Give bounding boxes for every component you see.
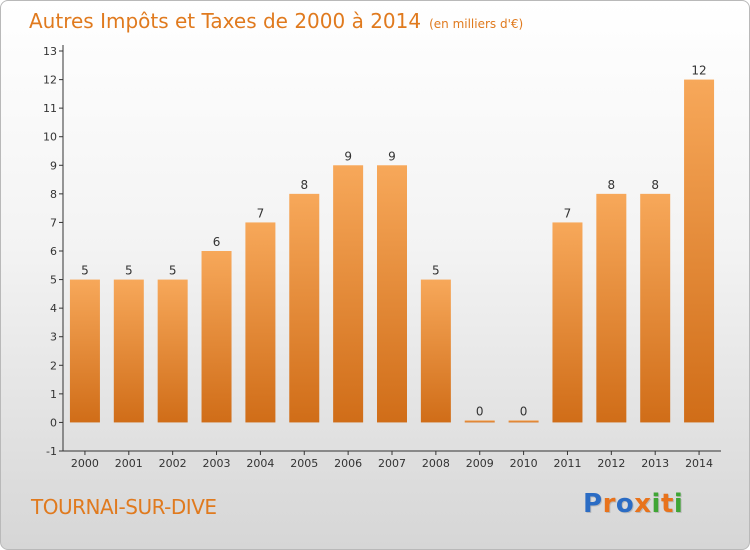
y-tick-label: 0 <box>50 416 57 429</box>
proxiti-logo[interactable]: Proxiti <box>583 489 683 519</box>
y-tick-label: 6 <box>50 245 57 258</box>
chart-title: Autres Impôts et Taxes de 2000 à 2014 (en… <box>29 9 523 33</box>
y-tick-label: 11 <box>43 102 57 115</box>
x-tick-label: 2001 <box>115 457 143 470</box>
data-label: 5 <box>81 264 89 278</box>
y-tick-label: 7 <box>50 216 57 229</box>
x-tick-label: 2009 <box>466 457 494 470</box>
bar <box>464 420 495 423</box>
x-tick-label: 2007 <box>378 457 406 470</box>
x-tick-label: 2000 <box>71 457 99 470</box>
x-tick-label: 2014 <box>685 457 713 470</box>
logo-letter: i <box>673 489 684 519</box>
y-tick-label: 13 <box>43 45 57 58</box>
data-label: 9 <box>388 149 396 163</box>
logo-letter: r <box>602 489 616 519</box>
chart-subtitle: (en milliers d'€) <box>429 17 524 31</box>
logo-letter: t <box>660 489 674 519</box>
bar <box>113 279 144 423</box>
bar <box>552 222 583 423</box>
y-tick-label: 9 <box>50 159 57 172</box>
data-label: 8 <box>608 178 616 192</box>
logo-letter: i <box>651 489 661 519</box>
x-axis: 2000 2001 2002 2003 2004 2005 2006 2007 2008 2009… <box>63 450 721 470</box>
data-label: 5 <box>125 264 133 278</box>
x-tick-label: 2012 <box>597 457 625 470</box>
data-label: 0 <box>520 404 528 418</box>
bar <box>289 193 320 423</box>
x-tick-label: 2005 <box>290 457 318 470</box>
data-label: 5 <box>432 264 440 278</box>
bar <box>201 251 232 423</box>
data-labels: 5 5 5 6 7 8 9 9 5 0 0 7 8 8 12 <box>81 64 707 419</box>
y-tick-label: 1 <box>50 388 57 401</box>
data-label: 5 <box>169 264 177 278</box>
data-label: 12 <box>691 64 706 78</box>
data-label: 0 <box>476 404 484 418</box>
x-tick-label: 2004 <box>246 457 274 470</box>
y-tick-label: -1 <box>46 445 57 458</box>
logo-letter: P <box>583 489 603 519</box>
data-label: 7 <box>257 206 265 220</box>
x-tick-label: 2008 <box>422 457 450 470</box>
y-tick-label: 4 <box>50 302 57 315</box>
x-tick-label: 2010 <box>510 457 538 470</box>
bar <box>684 79 715 423</box>
x-tick-label: 2003 <box>203 457 231 470</box>
bar <box>69 279 100 423</box>
bar <box>377 165 407 423</box>
logo-letter: x <box>634 489 652 519</box>
data-label: 8 <box>300 178 308 192</box>
logo-letter: o <box>615 489 635 519</box>
y-tick-label: 5 <box>50 274 57 287</box>
bar <box>640 193 671 423</box>
y-tick-label: 2 <box>50 359 57 372</box>
data-label: 9 <box>344 149 352 163</box>
y-tick-label: 12 <box>43 74 57 87</box>
x-tick-label: 2006 <box>334 457 362 470</box>
bar <box>508 420 539 423</box>
chart-title-text: Autres Impôts et Taxes de 2000 à 2014 <box>29 9 422 33</box>
data-label: 7 <box>564 206 572 220</box>
bar <box>157 279 188 423</box>
data-label: 8 <box>651 178 659 192</box>
y-tick-label: 3 <box>50 331 57 344</box>
bar <box>596 193 627 423</box>
bar <box>245 222 276 423</box>
x-tick-label: 2002 <box>159 457 187 470</box>
bar <box>420 279 451 423</box>
data-label: 6 <box>213 235 221 249</box>
y-tick-label: 10 <box>43 131 57 144</box>
bar <box>333 165 364 423</box>
y-tick-label: 8 <box>50 188 57 201</box>
x-tick-label: 2011 <box>553 457 581 470</box>
commune-name: TOURNAI-SUR-DIVE <box>31 495 217 519</box>
x-tick-label: 2013 <box>641 457 669 470</box>
bars <box>69 79 715 423</box>
